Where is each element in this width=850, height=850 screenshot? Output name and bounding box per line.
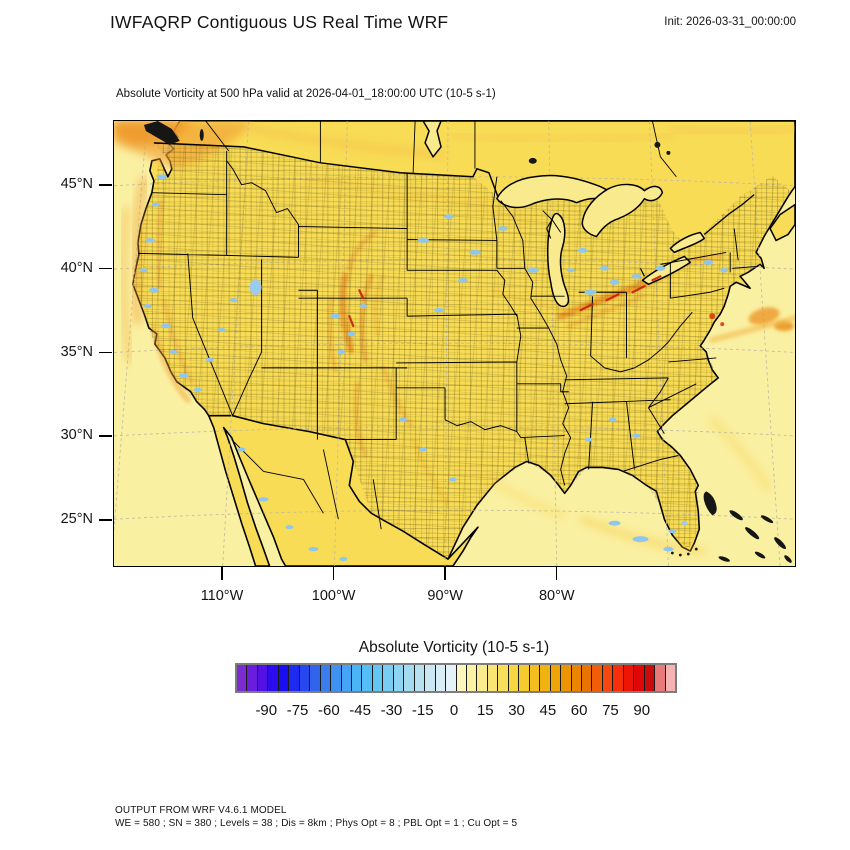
colorbar-cell (414, 665, 426, 691)
colorbar-cell (247, 665, 258, 691)
lon-tick-label: 90°W (427, 588, 463, 604)
colorbar-tick-label: -90 (255, 702, 278, 719)
colorbar-cell (289, 665, 300, 691)
colorbar-cell (581, 665, 593, 691)
colorbar-tick-label: -45 (349, 702, 371, 719)
lat-tick-mark (99, 519, 112, 521)
colorbar-cell (278, 665, 290, 691)
colorbar-cell (237, 665, 248, 691)
footer-config-line: WE = 580 ; SN = 380 ; Levels = 38 ; Dis … (115, 818, 518, 829)
state-boundaries (137, 150, 759, 486)
colorbar-cell (623, 665, 635, 691)
colorbar-cell (508, 665, 520, 691)
colorbar-cell (310, 665, 321, 691)
colorbar-cell (529, 665, 541, 691)
colorbar-cell (561, 665, 572, 691)
colorbar-cell (257, 665, 269, 691)
colorbar-tick-label: 0 (449, 702, 459, 719)
lat-tick-label: 45°N (60, 176, 93, 192)
colorbar-cell (613, 665, 624, 691)
colorbar-cell (665, 665, 676, 691)
colorbar-cell (393, 665, 405, 691)
canada-mexico-boundaries (153, 121, 677, 530)
colorbar-cell (362, 665, 373, 691)
colorbar-tick-label: 45 (539, 702, 557, 719)
lon-tick-mark (221, 567, 223, 580)
colorbar-title: Absolute Vorticity (10-5 s-1) (358, 639, 550, 656)
lat-tick-label: 40°N (60, 259, 93, 276)
colorbar-cell (519, 665, 530, 691)
colorbar-tick-label: 75 (602, 702, 619, 719)
map-canvas (113, 120, 796, 567)
lat-tick-label: 25°N (60, 511, 93, 527)
colorbar-tick-label: 60 (570, 702, 588, 719)
colorbar-tick-label: 90 (633, 702, 651, 719)
plot-subtitle: Absolute Vorticity at 500 hPa valid at 2… (116, 88, 496, 100)
colorbar-tick-label: -30 (380, 702, 403, 719)
colorbar-cell (383, 665, 394, 691)
colorbar-cell (320, 665, 332, 691)
colorbar-cell (268, 665, 279, 691)
lat-tick-label: 35°N (60, 343, 93, 360)
lat-tick-mark (99, 184, 112, 186)
colorbar-cell (351, 665, 363, 691)
colorbar-tick-label: -75 (286, 702, 309, 719)
colorbar-cell (299, 665, 311, 691)
lon-tick-label: 100°W (311, 588, 356, 604)
colorbar-cell (644, 665, 656, 691)
colorbar-cell (655, 665, 666, 691)
colorbar-cell (404, 665, 415, 691)
colorbar (235, 663, 677, 693)
colorbar-cell (498, 665, 509, 691)
lat-tick-label: 30°N (60, 427, 93, 444)
colorbar-tick-label: 15 (476, 702, 494, 719)
colorbar-tick-label: -60 (318, 702, 340, 719)
colorbar-cell (435, 665, 447, 691)
colorbar-cell (487, 665, 499, 691)
lat-tick-mark (99, 351, 112, 354)
lon-tick-mark (332, 567, 335, 580)
us-vorticity-map (114, 121, 795, 566)
colorbar-cell (425, 665, 436, 691)
colorbar-cell (372, 665, 384, 691)
colorbar-tick-label: -15 (411, 702, 434, 719)
lat-tick-mark (99, 267, 112, 270)
colorbar-cell (540, 665, 551, 691)
vorticity-red-filaments (348, 275, 725, 328)
colorbar-cell (466, 665, 478, 691)
lat-tick-mark (99, 435, 112, 437)
colorbar-cell (592, 665, 603, 691)
footer-model-line: OUTPUT FROM WRF V4.6.1 MODEL (115, 805, 287, 816)
lon-tick-label: 80°W (538, 588, 575, 604)
page-title: IWFAQRP Contiguous US Real Time WRF (110, 12, 449, 32)
colorbar-cell (456, 665, 467, 691)
colorbar-cell (477, 665, 488, 691)
init-timestamp: Init: 2026-03-31_00:00:00 (664, 16, 796, 28)
lakes (422, 121, 755, 308)
lon-tick-label: 110°W (200, 588, 244, 604)
colorbar-tick-label: 30 (508, 702, 525, 719)
vorticity-blue-patches (139, 174, 729, 562)
colorbar-cell (634, 665, 645, 691)
islands (143, 121, 792, 563)
colorbar-cell (550, 665, 562, 691)
colorbar-cell (571, 665, 582, 691)
colorbar-cell (341, 665, 352, 691)
colorbar-cell (602, 665, 614, 691)
colorbar-cell (331, 665, 342, 691)
colorbar-cell (446, 665, 457, 691)
lon-tick-mark (555, 567, 558, 580)
lon-tick-mark (444, 567, 446, 580)
